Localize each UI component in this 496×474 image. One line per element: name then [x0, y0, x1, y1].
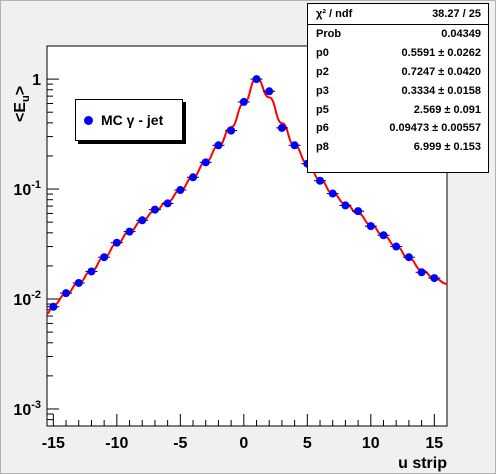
axis-labels-group: -15 -10 -5 0 5 10 15 10-3 10-2 10-1 1 u strip <Eu> — [12, 72, 447, 472]
stats-name: Prob — [316, 28, 342, 41]
stats-row: p3 0.3334 ± 0.0158 — [308, 81, 488, 100]
legend: MC γ - jet — [75, 99, 183, 141]
y-tick-label: 10-2 — [13, 289, 41, 309]
data-point — [328, 189, 337, 198]
data-point — [49, 302, 58, 311]
data-point — [277, 123, 286, 132]
data-point — [125, 227, 134, 236]
data-point — [150, 205, 159, 214]
stats-row: p6 0.09473 ± 0.00557 — [308, 119, 488, 138]
data-point — [392, 242, 401, 251]
data-point — [379, 231, 388, 240]
stats-value: 0.09473 ± 0.00557 — [389, 122, 481, 135]
data-point — [252, 75, 261, 84]
data-point — [366, 222, 375, 231]
stats-row: p8 6.999 ± 0.153 — [308, 138, 488, 157]
stats-name: p0 — [316, 47, 329, 60]
stats-row: p2 0.7247 ± 0.0420 — [308, 63, 488, 82]
stats-value: 2.569 ± 0.091 — [413, 103, 481, 116]
legend-label: MC γ - jet — [101, 112, 164, 128]
stats-row: χ² / ndf 38.27 / 25 — [308, 4, 488, 25]
data-point — [100, 253, 109, 262]
data-point — [227, 126, 236, 135]
data-point — [417, 268, 426, 277]
data-point — [189, 173, 198, 182]
data-point — [354, 207, 363, 216]
x-tick-label: -15 — [42, 435, 65, 452]
data-point — [112, 238, 121, 247]
data-point — [316, 176, 325, 185]
data-point — [62, 289, 71, 298]
data-point — [87, 267, 96, 276]
data-point — [239, 97, 248, 106]
stats-value: 0.7247 ± 0.0420 — [401, 65, 481, 78]
x-axis-label: u strip — [398, 455, 447, 472]
stats-name: p2 — [316, 65, 329, 78]
stats-value: 0.04349 — [441, 28, 481, 41]
y-tick-label: 10-1 — [13, 179, 41, 199]
data-point — [138, 216, 147, 225]
data-point — [201, 158, 210, 167]
stats-name: χ² / ndf — [316, 8, 353, 20]
stats-name: p6 — [316, 122, 329, 135]
stats-name: p5 — [316, 103, 329, 116]
x-tick-label: 0 — [239, 435, 248, 452]
legend-marker-icon — [84, 115, 93, 125]
y-tick-label: 1 — [32, 72, 41, 89]
data-point — [265, 87, 274, 96]
y-axis-label: <Eu> — [12, 86, 32, 122]
x-tick-label: -5 — [173, 435, 187, 452]
axis-ticks — [47, 45, 448, 427]
data-point — [430, 274, 439, 283]
stats-box: χ² / ndf 38.27 / 25 Prob 0.04349 p0 0.5591 ± … — [307, 3, 489, 173]
stats-row: p5 2.569 ± 0.091 — [308, 100, 488, 119]
data-point — [290, 141, 299, 150]
data-point — [341, 201, 350, 210]
x-tick-label: 10 — [362, 435, 380, 452]
x-tick-label: 5 — [303, 435, 312, 452]
stats-row: Prob 0.04349 — [308, 25, 488, 44]
x-tick-label: 15 — [425, 435, 443, 452]
stats-value: 6.999 ± 0.153 — [413, 141, 481, 154]
stats-value: 38.27 / 25 — [432, 8, 481, 20]
data-point — [176, 186, 185, 195]
stats-name: p3 — [316, 84, 329, 97]
stats-row: p0 0.5591 ± 0.0262 — [308, 44, 488, 63]
stats-value: 0.5591 ± 0.0262 — [401, 47, 481, 60]
data-point — [214, 141, 223, 150]
stats-value: 0.3334 ± 0.0158 — [401, 84, 481, 97]
data-point — [163, 199, 172, 208]
x-tick-label: -10 — [105, 435, 128, 452]
stats-name: p8 — [316, 141, 329, 154]
data-point — [404, 253, 413, 262]
data-point — [74, 278, 83, 287]
y-tick-label: 10-3 — [13, 399, 41, 419]
